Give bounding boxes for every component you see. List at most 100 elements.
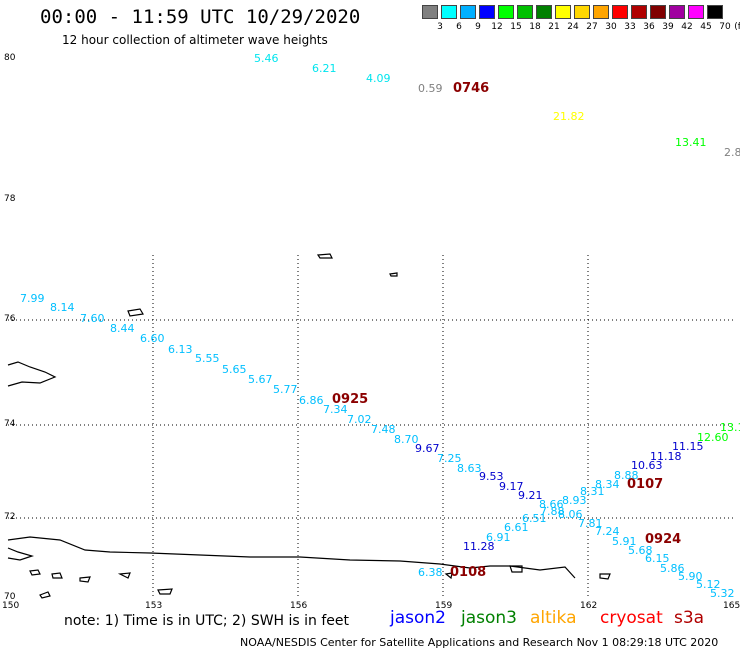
wave-label-main-4: 6.60 [140,332,165,345]
legend-label-9: 9 [475,22,481,32]
lat-label-80: 80 [4,53,16,63]
wave-label-main-9: 5.77 [273,383,298,396]
legend-label-36: 36 [643,22,655,32]
wave-label-main-13: 7.48 [371,423,396,436]
legend-swatch-11 [631,5,647,19]
lat-label-78: 78 [4,194,16,204]
wave-label-main-12: 7.02 [347,413,372,426]
wave-label-main-23: 8.93 [562,494,587,507]
legend-label-27: 27 [586,22,598,32]
wave-label-rise-6: 8.88 [614,469,639,482]
wave-label-main-33: 5.32 [710,587,735,600]
legend-swatch-12 [650,5,666,19]
wave-label-rise-3: 6.51 [522,512,547,525]
wave-label-main-22: 7.88 [540,505,565,518]
satellite-jason3: jason3 [461,608,517,628]
legend-swatch-5 [517,5,533,19]
wave-label-main-29: 6.15 [645,552,670,565]
legend-swatch-9 [593,5,609,19]
pass-time-0746: 0746 [453,81,490,96]
satellite-s3a: s3a [674,608,705,628]
wave-label-main-18: 9.53 [479,470,504,483]
wave-label-main-27: 5.91 [612,535,637,548]
legend-swatch-3 [479,5,495,19]
satellite-altika: altika [530,608,577,628]
wave-label-rise-0: 11.28 [463,540,495,553]
legend-label-45: 45 [700,22,712,32]
legend-swatch-7 [555,5,571,19]
lat-label-72: 72 [4,512,16,522]
wave-label-rise-5: 8.34 [595,478,620,491]
wave-label-top-0: 5.46 [254,52,279,65]
wave-label-main-30: 5.86 [660,562,685,575]
legend-swatch-14 [688,5,704,19]
wave-label-rise-11: 13.1 [720,421,740,434]
legend-label-24: 24 [567,22,579,32]
wave-label-rise-7: 10.63 [631,459,663,472]
lat-label-74: 74 [4,419,16,429]
lon-label-156: 156 [290,601,308,611]
wave-label-main-10: 6.86 [299,394,324,407]
wave-label-rise-8: 11.18 [650,450,682,463]
wave-label-top-1: 6.21 [312,62,337,75]
lon-label-150: 150 [2,601,20,611]
legend-label-33: 33 [624,22,636,32]
legend-swatch-8 [574,5,590,19]
legend-swatch-13 [669,5,685,19]
wave-label-main-5: 6.13 [168,343,193,356]
lon-label-159: 159 [435,601,453,611]
wave-label-top-4: 21.82 [553,110,585,123]
wave-label-main-7: 5.65 [222,363,247,376]
wave-label-main-26: 7.24 [595,525,620,538]
wave-label-main-11: 7.34 [323,403,348,416]
wave-label-top-3: 0.59 [418,82,443,95]
legend-label-70: 70 [719,22,731,32]
lon-label-162: 162 [580,601,598,611]
units-note: note: 1) Time is in UTC; 2) SWH is in fe… [64,613,350,629]
map-title: 00:00 - 11:59 UTC 10/29/2020 [40,6,361,28]
legend-label-39: 39 [662,22,674,32]
wave-label-main-24: 8.06 [558,508,583,521]
legend-swatch-6 [536,5,552,19]
wave-label-main-31: 5.90 [678,570,703,583]
satellite-jason2: jason2 [390,608,446,628]
wave-label-rise-12: 6.38 [418,566,443,579]
wave-label-main-14: 8.70 [394,433,419,446]
wave-label-main-1: 8.14 [50,301,75,314]
legend-label-18: 18 [529,22,541,32]
pass-time-0107: 0107 [627,477,664,492]
wave-label-main-0: 7.99 [20,292,45,305]
legend-label-42: 42 [681,22,693,32]
legend-swatch-15 [707,5,723,19]
legend-swatch-1 [441,5,457,19]
wave-label-top-2: 4.09 [366,72,391,85]
coastline [7,253,611,599]
satellite-cryosat: cryosat [600,608,663,628]
footer-credit: NOAA/NESDIS Center for Satellite Applica… [240,636,719,649]
legend-swatch-0 [422,5,438,19]
pass-time-0108: 0108 [450,565,487,580]
lat-label-76: 76 [4,314,16,324]
wave-label-main-16: 7.25 [437,452,462,465]
legend-swatch-4 [498,5,514,19]
wave-label-main-21: 8.66 [539,498,564,511]
wave-label-rise-9: 11.15 [672,440,704,453]
wave-label-main-32: 5.12 [696,578,721,591]
legend-label-6: 6 [456,22,462,32]
wave-label-main-25: 7.81 [578,517,603,530]
wave-label-top-5: 13.41 [675,136,707,149]
wave-label-rise-10: 12.60 [697,431,729,444]
legend-swatch-2 [460,5,476,19]
wave-label-main-15: 9.67 [415,442,440,455]
map-subtitle: 12 hour collection of altimeter wave hei… [62,33,328,47]
pass-time-0925: 0925 [332,392,369,407]
lat-label-70: 70 [4,592,16,602]
wave-label-main-19: 9.17 [499,480,524,493]
legend-label-12: 12 [491,22,503,32]
wave-label-main-17: 8.63 [457,462,482,475]
wave-label-main-2: 7.60 [80,312,105,325]
lon-label-165: 165 [723,601,740,611]
wave-label-main-6: 5.55 [195,352,220,365]
legend-label-21: 21 [548,22,560,32]
legend-swatch-10 [612,5,628,19]
